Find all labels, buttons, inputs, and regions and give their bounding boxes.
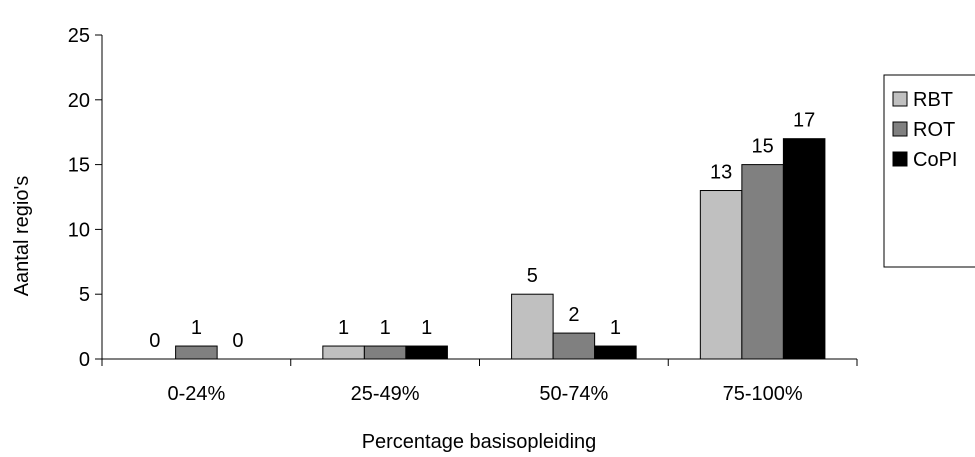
legend-label-copi: CoPI [913,149,957,171]
x-axis: 0-24% 25-49% 50-74% 75-100% [101,358,858,405]
x-tick-label: 50-74% [539,383,608,405]
data-label: 1 [338,317,349,339]
x-tick-label: 0-24% [167,383,225,405]
bar-rbt-3 [699,190,743,360]
legend: RBT ROT CoPI [883,74,975,268]
y-tick-label: 20 [68,90,90,112]
data-label: 15 [752,136,774,158]
x-axis-title: Percentage basisopleiding [362,431,597,453]
bar-copi-1 [405,345,448,360]
legend-swatch-rbt [892,91,908,107]
bar-copi-3 [782,138,826,360]
data-label: 1 [610,317,621,339]
legend-label-rbt: RBT [913,89,953,111]
y-tick-label: 0 [79,349,90,371]
legend-frame [883,74,975,268]
legend-swatch-rot [892,121,908,137]
y-tick-label: 15 [68,155,90,177]
data-label: 1 [380,317,391,339]
legend-label-rot: ROT [913,119,955,141]
data-label: 5 [527,265,538,287]
y-axis-title: Aantal regio's [11,176,33,297]
y-axis: 0 5 10 15 20 25 [68,25,103,371]
y-tick-label: 25 [68,25,90,47]
x-tick-label: 25-49% [351,383,420,405]
bar-rot-0 [175,345,218,360]
data-label: 0 [232,330,243,352]
data-label: 2 [568,304,579,326]
x-tick-label: 75-100% [723,383,803,405]
bar-copi-2 [594,345,637,360]
y-tick-label: 10 [68,219,90,241]
data-label: 13 [710,162,732,184]
data-label: 1 [191,317,202,339]
data-label: 1 [421,317,432,339]
bar-rot-2 [552,332,596,360]
legend-swatch-copi [892,151,908,167]
data-label: 0 [149,330,160,352]
bar-rot-3 [741,164,784,360]
data-label: 17 [793,110,815,132]
y-tick-label: 5 [79,284,90,306]
bar-rbt-1 [322,345,365,360]
bars [175,138,826,360]
bar-rbt-2 [511,293,554,360]
bar-rot-1 [363,345,407,360]
